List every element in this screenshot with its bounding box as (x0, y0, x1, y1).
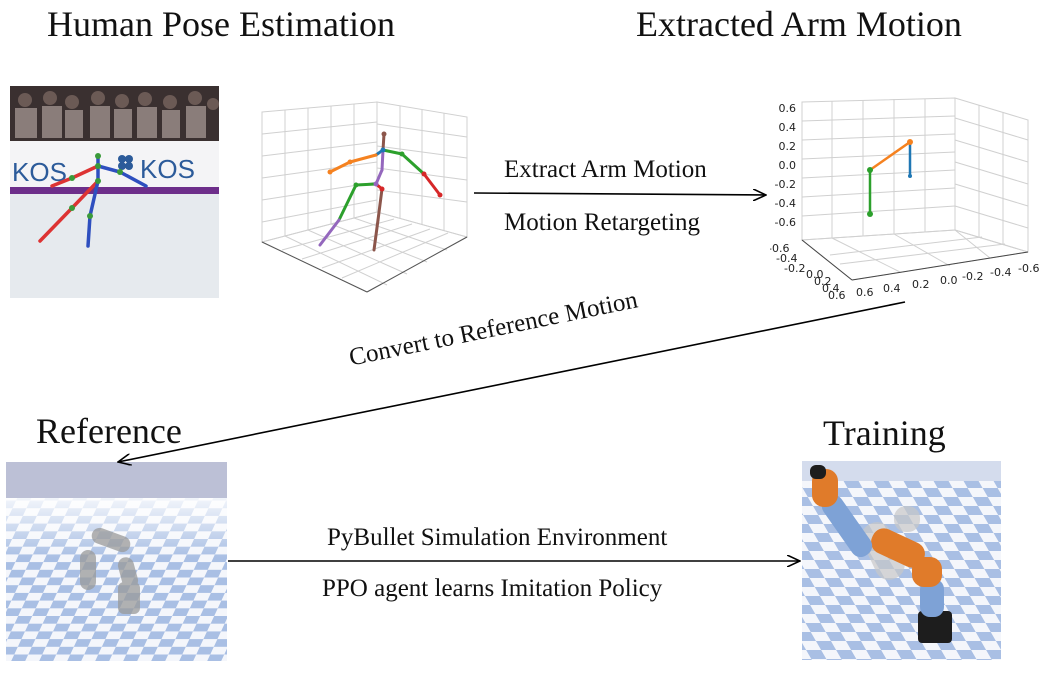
z-tick: -0.6 (775, 216, 796, 229)
z-tick: -0.2 (775, 178, 796, 191)
y-tick: 0.6 (828, 289, 846, 302)
training-sim-image (802, 461, 1001, 660)
y-tick: 0.4 (822, 282, 840, 295)
arm-motion-plot: 0.6 0.4 0.2 0.0 -0.2 -0.4 -0.6 (770, 92, 1045, 304)
x-tick: -0.4 (990, 266, 1011, 279)
pose-3d-plot (252, 92, 474, 302)
x-tick: 0.6 (856, 286, 874, 299)
skater-skeleton (38, 154, 148, 248)
title-training: Training (823, 413, 946, 453)
label-motion-retargeting: Motion Retargeting (504, 209, 701, 236)
y-tick: 0.2 (814, 275, 832, 288)
arm-forearm-segment (868, 140, 912, 172)
z-tick: -0.4 (775, 197, 796, 210)
y-tick: -0.6 (770, 242, 789, 255)
y-tick-labels: -0.6 -0.4 -0.2 0.0 0.2 0.4 0.6 (770, 242, 846, 302)
axis-ticks (261, 236, 468, 293)
arm-joints (867, 139, 913, 217)
x-tick: 0.2 (912, 278, 930, 291)
pose-skeleton (318, 132, 442, 252)
ghost-robot-arm (80, 527, 140, 614)
rink-board (10, 141, 219, 191)
label-pybullet-simulation-environment: PyBullet Simulation Environment (327, 524, 668, 551)
x-tick: 0.0 (940, 274, 958, 287)
z-tick: 0.4 (779, 121, 797, 134)
z-tick: 0.6 (779, 102, 797, 115)
banner-logo (118, 155, 133, 170)
x-tick: 0.4 (883, 282, 901, 295)
pose-joints (327, 131, 443, 198)
y-tick: -0.2 (784, 262, 805, 275)
z-tick: 0.0 (779, 159, 797, 172)
y-tick: -0.4 (776, 252, 797, 265)
label-ppo-agent-learns-imitation-policy: PPO agent learns Imitation Policy (322, 575, 663, 602)
title-reference: Reference (36, 411, 182, 451)
label-extract-arm-motion: Extract Arm Motion (504, 156, 707, 183)
y-tick: 0.0 (806, 268, 824, 281)
ice-surface (10, 194, 219, 298)
arrow-pose-to-arm (473, 193, 766, 195)
x-tick: -0.6 (1018, 262, 1039, 275)
x-tick: -0.2 (962, 270, 983, 283)
title-human-pose-estimation: Human Pose Estimation (47, 4, 395, 44)
title-extracted-arm-motion: Extracted Arm Motion (636, 4, 962, 44)
arm-lines (868, 140, 912, 216)
z-tick: 0.2 (779, 140, 797, 153)
skater-photo: KOS KOS (10, 86, 219, 298)
x-tick-labels: 0.6 0.4 0.2 0.0 -0.2 -0.4 -0.6 (856, 262, 1039, 299)
reference-sim-image (6, 462, 227, 661)
banner-text: KOS (140, 154, 195, 184)
training-robot-arm (810, 465, 952, 643)
z-tick-labels: 0.6 0.4 0.2 0.0 -0.2 -0.4 -0.6 (775, 102, 796, 229)
